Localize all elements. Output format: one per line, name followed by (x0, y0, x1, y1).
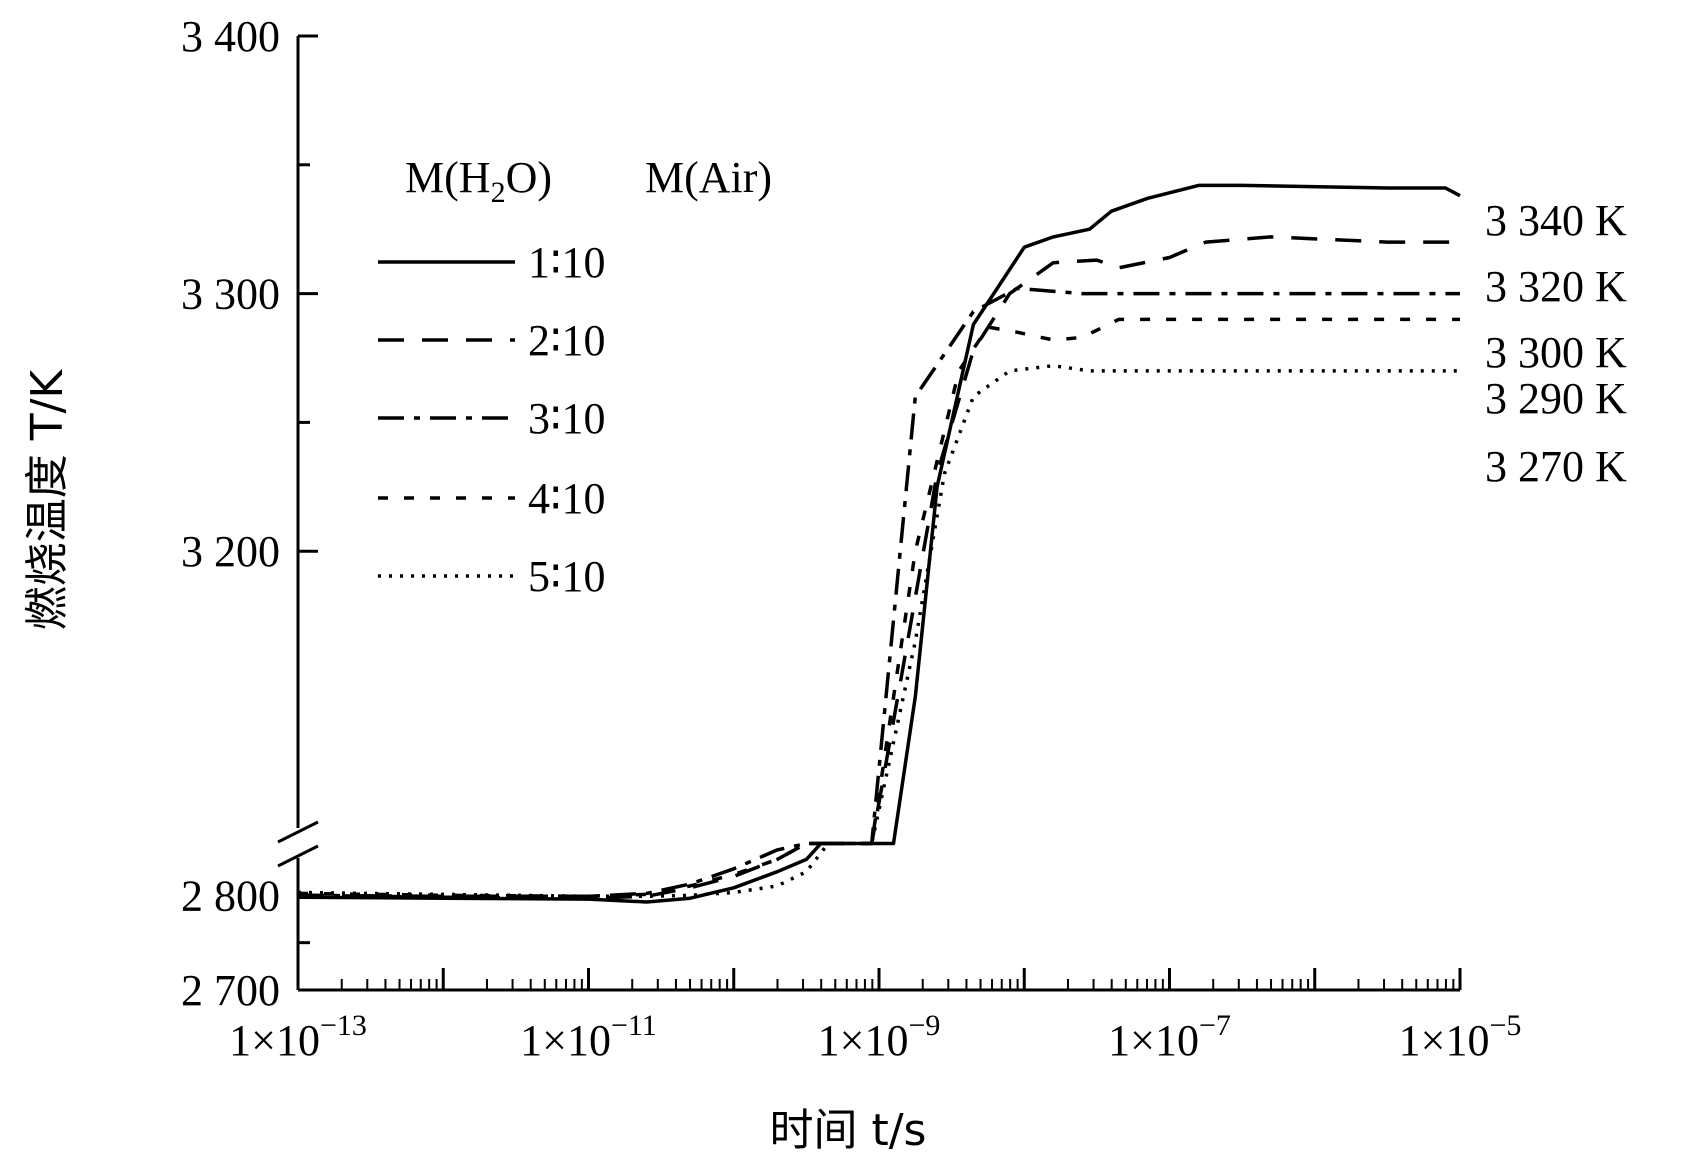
legend-header-right: M(Air) (645, 153, 772, 202)
y-tick-label: 3 200 (181, 527, 280, 576)
series-end-label: 3 270 K (1485, 442, 1627, 491)
y-tick-label: 2 800 (181, 871, 280, 920)
legend-header: M(H2O) (405, 153, 552, 209)
plot-area (297, 183, 1461, 904)
axis-break-mark (277, 844, 319, 868)
legend-label: 3∶10 (528, 394, 605, 443)
y-tick-label: 3 400 (181, 12, 280, 61)
x-tick-label: 1×10−9 (818, 1009, 941, 1065)
series-end-label: 3 300 K (1485, 328, 1627, 377)
legend-label: 2∶10 (528, 316, 605, 365)
x-tick-label: 1×10−7 (1108, 1009, 1231, 1065)
series-end-label: 3 320 K (1485, 262, 1627, 311)
legend-label: 5∶10 (528, 552, 605, 601)
y-tick-label: 2 700 (181, 966, 280, 1015)
y-axis-title: 燃烧温度 T/K (22, 369, 73, 631)
series-line-1 (297, 183, 1461, 904)
series-line-4 (297, 317, 1460, 899)
y-tick-label: 3 300 (181, 270, 280, 319)
legend-label: 1∶10 (528, 238, 605, 287)
series-line-5 (297, 363, 1460, 899)
x-tick-label: 1×10−13 (229, 1009, 367, 1065)
x-axis-title: 时间 t/s (770, 1105, 927, 1156)
series-end-label: 3 290 K (1485, 374, 1627, 423)
axes: 2 700 2 800 3 200 3 300 3 400 1×10−13 1×10−11 1… (22, 12, 1521, 1156)
series-end-label: 3 340 K (1485, 196, 1627, 245)
legend: M(H2O) M(Air) 1∶10 2∶10 3∶10 4∶10 5∶10 (378, 153, 772, 601)
end-labels: 3 340 K 3 320 K 3 300 K3 290 K 3 270 K (1485, 196, 1627, 491)
axis-break-mark (277, 820, 319, 844)
x-tick-label: 1×10−11 (520, 1009, 657, 1065)
legend-label: 4∶10 (528, 474, 605, 523)
series-line-2 (297, 235, 1460, 900)
x-tick-label: 1×10−5 (1399, 1009, 1522, 1065)
